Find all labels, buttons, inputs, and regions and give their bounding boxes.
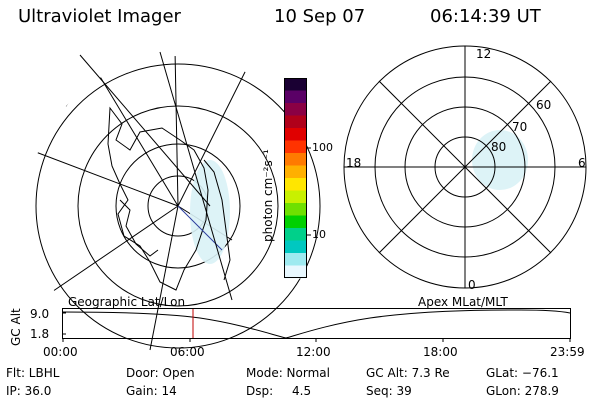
status-dsp-value: 4.5 [292,384,312,398]
date-label: 10 Sep 07 [274,6,366,27]
altitude-curve [62,309,571,339]
colorbar-swatch [284,178,306,191]
timeline-y-top: 9.0 [30,307,50,321]
timeline-tick: 00:00 [43,345,78,359]
colorbar-swatch [284,115,306,129]
mlt-label-0: 0 [468,278,476,292]
status-gain: Gain: 14 [126,384,177,398]
colorbar-swatch [284,265,306,279]
colorbar-swatch [284,253,306,266]
colorbar-tick-100: 100 [312,141,333,154]
mlt-label-6: 6 [578,156,586,170]
meridian-line [177,61,251,207]
colorbar-tick-10: 10 [312,228,326,241]
colorbar-swatch [284,128,306,141]
meridian-line [149,205,179,351]
colorbar-swatch [284,153,306,166]
meridian-outer [79,54,211,207]
timeline-y-bottom: 1.8 [30,327,50,341]
mlt-label-18: 18 [346,156,362,170]
timeline-tick: 12:00 [296,345,331,359]
status-dsp-label: Dsp: [246,384,274,398]
status-gc-alt: GC Alt: 7.3 Re [366,366,450,380]
mlt-diagonal [378,80,552,254]
colorbar-swatch [284,240,306,254]
colorbar-swatch [284,215,306,229]
lat-circle [35,63,321,349]
lat-label-60: 60 [536,98,552,112]
colorbar-swatch [284,103,306,116]
lat-circle [115,143,241,269]
colorbar-swatch [284,190,306,204]
colorbar-swatch [284,140,306,154]
status-glat: GLat: −76.1 [486,366,559,380]
colorbar-swatch [284,90,306,104]
status-ip: IP: 36.0 [6,384,52,398]
mlt-label-12: 12 [476,47,492,61]
timeline-tick: 23:59 [550,345,585,359]
lat-label-70: 70 [512,120,528,134]
continent-coastline [107,106,209,291]
time-label: 06:14:39 UT [430,6,541,27]
timeline-tick: 06:00 [170,345,205,359]
timeline-left-label: Geographic Lat/Lon [68,295,186,309]
lat-label-80: 80 [491,140,507,154]
coastline-detail [119,199,159,257]
timeline-right-label: Apex MLat/MLT [418,295,508,309]
status-glon: GLon: 278.9 [486,384,559,398]
scan-line [177,205,223,251]
status-flt: Flt: LBHL [6,366,60,380]
colorbar-swatch [284,203,306,216]
colorbar-swatch [284,78,306,91]
status-mode: Mode: Normal [246,366,330,380]
meridian-line [28,145,179,207]
colorbar-swatch [284,228,306,241]
meridian-outer [159,51,233,301]
colorbar-swatch [284,165,306,179]
instrument-title: Ultraviolet Imager [18,6,181,27]
timeline-tick: 18:00 [423,345,458,359]
status-seq: Seq: 39 [366,384,412,398]
meridian-line [39,205,179,301]
lat-circle [77,105,279,307]
meridian-line [174,56,179,207]
status-door: Door: Open [126,366,195,380]
terminator-line [203,159,231,281]
colorbar [284,78,311,279]
